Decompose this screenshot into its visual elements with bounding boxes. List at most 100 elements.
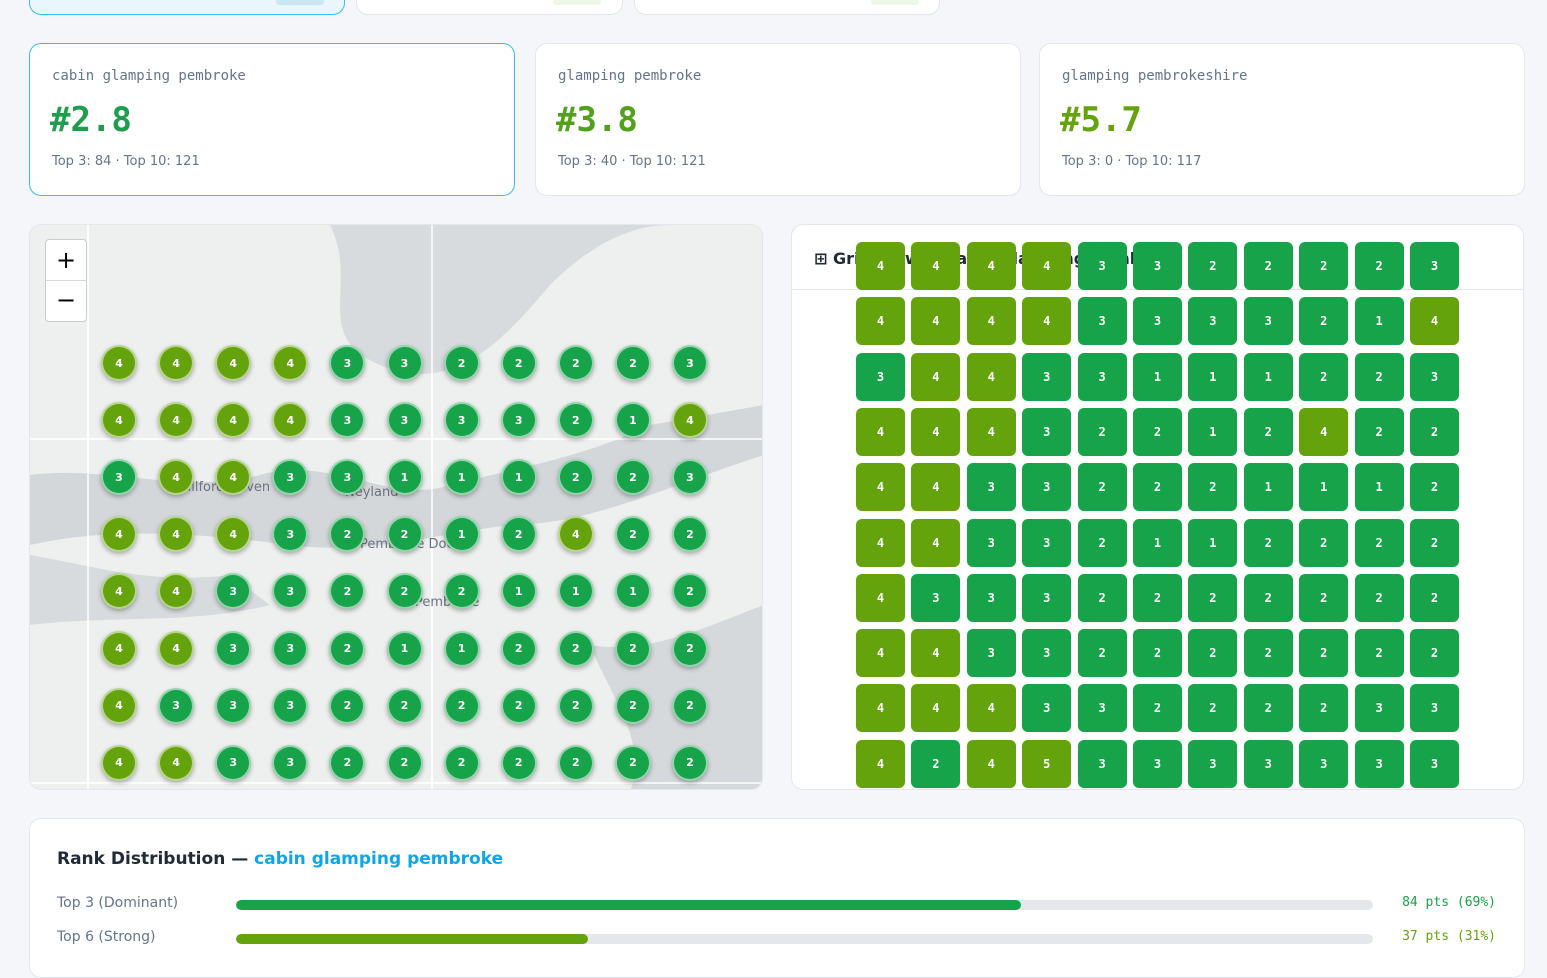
rank-marker[interactable]: 2	[386, 687, 423, 724]
rank-marker[interactable]: 2	[557, 687, 594, 724]
rank-marker[interactable]: 3	[215, 630, 252, 667]
rank-marker[interactable]: 4	[158, 630, 195, 667]
summary-card[interactable]	[356, 0, 623, 15]
rank-marker[interactable]: 4	[101, 630, 137, 667]
grid-cell: 4	[856, 297, 905, 346]
rank-marker[interactable]: 4	[158, 516, 195, 553]
rank-marker[interactable]: 2	[557, 744, 594, 781]
rank-marker[interactable]: 3	[329, 402, 366, 439]
rank-marker[interactable]: 4	[215, 345, 252, 381]
rank-marker[interactable]: 3	[272, 516, 309, 553]
keyword-card[interactable]: glamping pembrokeshire #5.7 Top 3: 0 · Top…	[1039, 43, 1525, 196]
rank-marker[interactable]: 3	[158, 687, 195, 724]
rank-marker[interactable]: 4	[101, 573, 137, 610]
rank-marker[interactable]: 4	[101, 402, 137, 439]
rank-marker[interactable]: 2	[500, 345, 537, 381]
rank-marker[interactable]: 1	[500, 573, 537, 610]
rank-marker[interactable]: 1	[386, 630, 423, 667]
rank-marker[interactable]: 4	[101, 687, 137, 724]
rank-marker[interactable]: 3	[672, 459, 708, 496]
rank-marker[interactable]: 2	[500, 744, 537, 781]
rank-marker[interactable]: 4	[101, 516, 137, 553]
rank-marker[interactable]: 4	[158, 573, 195, 610]
rank-marker[interactable]: 2	[557, 402, 594, 439]
rank-marker[interactable]: 4	[215, 402, 252, 439]
keyword-card[interactable]: cabin glamping pembroke #2.8 Top 3: 84 · T…	[29, 43, 515, 196]
rank-marker[interactable]: 3	[215, 744, 252, 781]
rank-marker[interactable]: 2	[672, 630, 708, 667]
rank-marker[interactable]: 3	[329, 345, 366, 381]
rank-marker[interactable]: 4	[215, 516, 252, 553]
zoom-out[interactable]: −	[55, 286, 77, 314]
rank-marker[interactable]: 4	[158, 744, 195, 781]
rank-marker[interactable]: 3	[101, 459, 137, 496]
rank-marker[interactable]: 3	[272, 573, 309, 610]
rank-marker[interactable]: 1	[443, 630, 480, 667]
rank-marker[interactable]: 1	[557, 573, 594, 610]
rank-marker[interactable]: 4	[101, 345, 137, 381]
rank-marker[interactable]: 2	[386, 744, 423, 781]
zoom-in[interactable]: +	[46, 240, 86, 281]
rank-marker[interactable]: 3	[386, 345, 423, 381]
rank-marker[interactable]: 1	[614, 402, 651, 439]
rank-marker[interactable]: 4	[101, 744, 137, 781]
rank-marker[interactable]: 2	[443, 744, 480, 781]
rank-marker[interactable]: 3	[272, 630, 309, 667]
rank-marker[interactable]: 2	[386, 516, 423, 553]
rank-marker[interactable]: 2	[614, 687, 651, 724]
grid-cell: 2	[1243, 573, 1293, 622]
rank-marker[interactable]: 2	[614, 516, 651, 553]
rank-marker[interactable]: 3	[272, 744, 309, 781]
rank-marker[interactable]: 3	[272, 687, 309, 724]
rank-marker[interactable]: 2	[443, 345, 480, 381]
rank-marker[interactable]: 3	[386, 402, 423, 439]
rank-marker[interactable]: 2	[500, 516, 537, 553]
rank-marker[interactable]: 4	[158, 459, 195, 496]
rank-marker[interactable]: 3	[215, 573, 252, 610]
keyword-card[interactable]: glamping pembroke #3.8 Top 3: 40 · Top 10:…	[535, 43, 1021, 196]
rank-marker[interactable]: 3	[272, 459, 309, 496]
grid-cell: 2	[1354, 518, 1404, 567]
rank-marker[interactable]: 2	[329, 744, 366, 781]
rank-marker[interactable]: 4	[272, 345, 309, 381]
rank-marker[interactable]: 2	[443, 573, 480, 610]
map-panel[interactable]: + − Milford HavenNeylandPembroke DockPem…	[29, 224, 763, 790]
rank-marker[interactable]: 3	[443, 402, 480, 439]
rank-marker[interactable]: 1	[386, 459, 423, 496]
rank-marker[interactable]: 4	[158, 402, 195, 439]
rank-marker[interactable]: 1	[443, 516, 480, 553]
rank-marker[interactable]: 2	[672, 516, 708, 553]
rank-marker[interactable]: 4	[672, 402, 708, 439]
rank-marker[interactable]: 4	[272, 402, 309, 439]
summary-card[interactable]	[634, 0, 940, 15]
rank-marker[interactable]: 4	[158, 345, 195, 381]
rank-marker[interactable]: 2	[500, 630, 537, 667]
rank-marker[interactable]: 3	[672, 345, 708, 381]
rank-marker[interactable]: 2	[672, 687, 708, 724]
rank-marker[interactable]: 2	[329, 630, 366, 667]
rank-marker[interactable]: 2	[672, 573, 708, 610]
rank-marker[interactable]: 2	[329, 573, 366, 610]
rank-marker[interactable]: 1	[443, 459, 480, 496]
rank-marker[interactable]: 2	[557, 345, 594, 381]
rank-marker[interactable]: 2	[672, 744, 708, 781]
rank-marker[interactable]: 2	[557, 630, 594, 667]
rank-marker[interactable]: 2	[443, 687, 480, 724]
rank-marker[interactable]: 3	[500, 402, 537, 439]
rank-marker[interactable]: 1	[500, 459, 537, 496]
rank-marker[interactable]: 4	[215, 459, 252, 496]
rank-marker[interactable]: 2	[329, 516, 366, 553]
summary-card[interactable]	[29, 0, 345, 15]
rank-marker[interactable]: 3	[215, 687, 252, 724]
rank-marker[interactable]: 2	[386, 573, 423, 610]
rank-marker[interactable]: 3	[329, 459, 366, 496]
rank-marker[interactable]: 2	[500, 687, 537, 724]
rank-marker[interactable]: 2	[329, 687, 366, 724]
rank-marker[interactable]: 2	[557, 459, 594, 496]
rank-marker[interactable]: 2	[614, 630, 651, 667]
rank-marker[interactable]: 4	[557, 516, 594, 553]
rank-marker[interactable]: 2	[614, 744, 651, 781]
rank-marker[interactable]: 1	[614, 573, 651, 610]
rank-marker[interactable]: 2	[614, 459, 651, 496]
rank-marker[interactable]: 2	[614, 345, 651, 381]
